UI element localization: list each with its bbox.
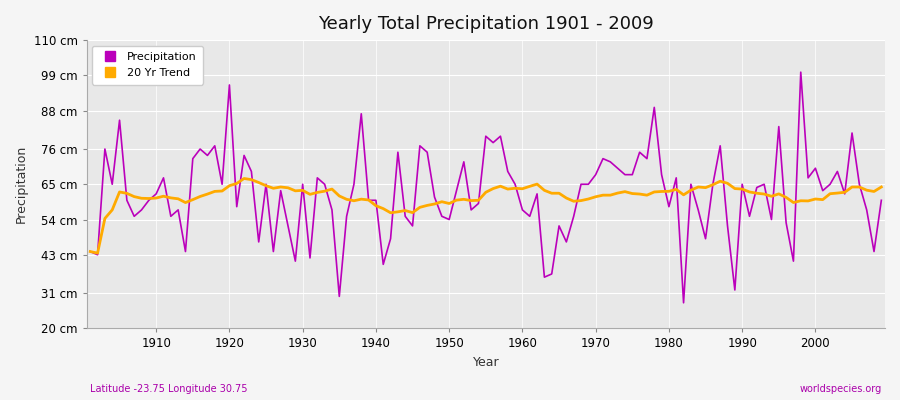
Text: Latitude -23.75 Longitude 30.75: Latitude -23.75 Longitude 30.75: [90, 384, 248, 394]
Text: worldspecies.org: worldspecies.org: [800, 384, 882, 394]
Y-axis label: Precipitation: Precipitation: [15, 145, 28, 223]
X-axis label: Year: Year: [472, 356, 500, 369]
Title: Yearly Total Precipitation 1901 - 2009: Yearly Total Precipitation 1901 - 2009: [318, 15, 653, 33]
Legend: Precipitation, 20 Yr Trend: Precipitation, 20 Yr Trend: [92, 46, 203, 84]
